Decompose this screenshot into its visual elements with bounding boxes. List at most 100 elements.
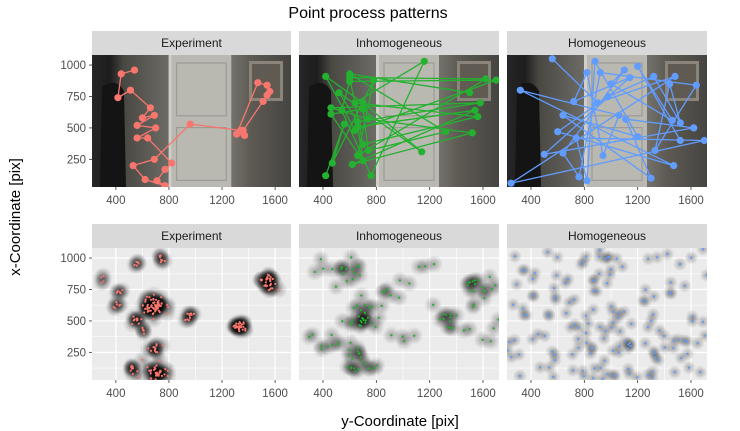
- density-point: [683, 284, 686, 287]
- y-tick-label: 750: [67, 91, 86, 103]
- density-point: [584, 314, 588, 317]
- trajectory-point: [634, 133, 642, 141]
- density-point: [617, 351, 620, 354]
- density-point: [238, 330, 241, 333]
- density-point: [590, 346, 594, 349]
- x-tick-label: 1600: [678, 388, 704, 400]
- trajectory-point: [346, 77, 354, 85]
- x-tick-label: 800: [367, 388, 386, 400]
- density-point: [584, 331, 588, 335]
- density-point: [150, 349, 153, 352]
- density-point: [100, 281, 103, 284]
- trajectory-point: [263, 81, 271, 89]
- density-point: [366, 316, 369, 319]
- trajectory-point: [607, 80, 615, 88]
- density-point: [539, 366, 542, 369]
- trajectory-point: [152, 124, 160, 132]
- x-tick-label: 1200: [625, 195, 651, 207]
- density-point: [345, 267, 348, 271]
- density-point: [401, 335, 404, 338]
- trajectory-point: [647, 174, 655, 182]
- density-point: [604, 257, 607, 260]
- density-point: [163, 259, 166, 263]
- density-point: [587, 322, 590, 325]
- density-point: [687, 366, 691, 369]
- density-point: [135, 264, 138, 267]
- x-tick-label: 1200: [209, 388, 235, 400]
- panel-inhomogeneous-trajectory: Inhomogeneous 400 800 1200 1600: [299, 31, 499, 207]
- trajectory-point: [572, 134, 580, 142]
- density-point: [601, 377, 604, 380]
- panel-plot-area: [299, 248, 499, 380]
- trajectory-point: [146, 104, 154, 112]
- density-point: [148, 296, 151, 299]
- density-point: [417, 265, 421, 268]
- density-point: [389, 294, 392, 297]
- density-point: [269, 284, 272, 287]
- trajectory-point: [364, 115, 372, 123]
- panel-strip-label: Inhomogeneous: [356, 229, 442, 243]
- density-point: [627, 343, 630, 346]
- trajectory-point: [114, 94, 122, 102]
- density-point: [311, 333, 314, 336]
- density-point: [432, 263, 436, 266]
- density-point: [133, 318, 136, 321]
- density-point: [188, 316, 191, 319]
- density-point: [477, 279, 480, 282]
- density-halo: [699, 268, 707, 283]
- density-point: [455, 314, 458, 317]
- y-tick-label: 750: [67, 284, 86, 296]
- density-point: [624, 340, 627, 343]
- trajectory-point: [354, 123, 362, 131]
- density-point: [472, 303, 475, 306]
- trajectory-point: [153, 177, 161, 185]
- density-point: [658, 329, 661, 332]
- density-point: [357, 315, 360, 318]
- density-point: [320, 344, 323, 347]
- trajectory-point: [442, 128, 450, 136]
- density-point: [144, 300, 147, 303]
- trajectory-point: [620, 66, 628, 74]
- trajectory-point: [676, 119, 684, 127]
- trajectory-point: [516, 86, 524, 94]
- trajectory-point: [133, 121, 141, 129]
- density-point: [610, 305, 613, 308]
- trajectory-point: [359, 140, 367, 148]
- trajectory-point: [351, 99, 359, 107]
- density-point: [512, 303, 515, 306]
- density-point: [663, 346, 666, 349]
- density-point: [580, 263, 583, 266]
- panel-strip: [507, 224, 707, 248]
- density-point: [403, 340, 406, 343]
- panel-strip: [299, 31, 499, 55]
- trajectory-point: [599, 152, 607, 160]
- trajectory-point: [141, 175, 149, 184]
- density-point: [360, 321, 363, 324]
- density-point: [510, 355, 513, 359]
- density-point: [337, 340, 340, 343]
- trajectory-line: [510, 58, 705, 184]
- density-point: [592, 279, 595, 282]
- density-point: [650, 319, 653, 322]
- density-point: [466, 284, 469, 287]
- trajectory-point: [144, 134, 152, 142]
- density-point: [147, 309, 151, 312]
- density-point: [154, 351, 158, 354]
- density-point: [360, 294, 363, 297]
- density-point: [608, 273, 611, 276]
- density-point: [608, 255, 611, 259]
- trajectory-point: [359, 99, 367, 107]
- trajectory-point: [554, 128, 562, 136]
- density-point: [641, 299, 645, 302]
- x-tick-label: 400: [313, 388, 332, 400]
- density-point: [244, 329, 247, 332]
- density-point: [158, 359, 161, 363]
- trajectory-point: [651, 146, 659, 155]
- density-point: [308, 335, 311, 338]
- density-point: [581, 369, 584, 372]
- density-point: [133, 263, 136, 266]
- density-point: [703, 334, 706, 337]
- density-point: [359, 309, 362, 312]
- trajectory-point: [346, 70, 354, 78]
- density-point: [341, 271, 344, 274]
